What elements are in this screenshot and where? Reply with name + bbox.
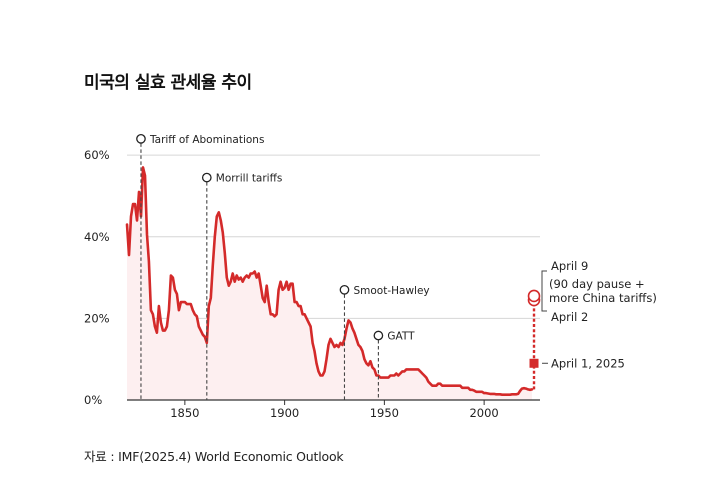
event-marker — [136, 133, 146, 144]
april-1-label: April 1, 2025 — [551, 356, 625, 370]
y-tick-label: 20% — [84, 311, 110, 325]
source-note: 자료 : IMF(2025.4) World Economic Outlook — [84, 449, 344, 464]
event-marker — [339, 284, 350, 295]
x-tick-label: 1850 — [170, 406, 199, 420]
grid-lines — [127, 154, 540, 319]
y-tick-label: 40% — [84, 230, 110, 244]
series-area — [127, 167, 532, 400]
april-9-note-line-2: more China tariffs) — [549, 291, 657, 305]
event-annotations: Tariff of Abominations Morrill tariffs Smo… — [136, 133, 430, 400]
series-lines — [125, 166, 534, 397]
event-marker — [373, 330, 384, 341]
series-line — [125, 166, 534, 397]
axes: 0% 20% 40% 60% 1850 1900 1950 2000 — [84, 148, 540, 420]
y-tick-label: 60% — [84, 148, 110, 162]
event-label: GATT — [387, 331, 415, 343]
april-2-label: April 2 — [551, 310, 588, 324]
x-tick-label: 1950 — [370, 406, 399, 420]
event-marker — [201, 172, 212, 183]
april-9-label: April 9 — [551, 259, 588, 273]
x-tick-label: 1900 — [270, 406, 299, 420]
april-bracket — [541, 270, 547, 312]
april-9-marker — [527, 289, 541, 303]
event-label: Smoot-Hawley — [353, 285, 429, 297]
event-label: Tariff of Abominations — [149, 134, 264, 146]
april-1-marker — [529, 358, 539, 368]
y-tick-label: 0% — [84, 393, 102, 407]
chart-title: 미국의 실효 관세율 추이 — [84, 73, 252, 93]
april-9-note-line-1: (90 day pause + — [549, 277, 645, 291]
event-label: Morrill tariffs — [216, 173, 283, 185]
area-fill — [127, 167, 532, 400]
projection-annotations: April 1, 2025 April 9 (90 day pause +more … — [527, 259, 657, 390]
x-tick-label: 2000 — [469, 406, 498, 420]
